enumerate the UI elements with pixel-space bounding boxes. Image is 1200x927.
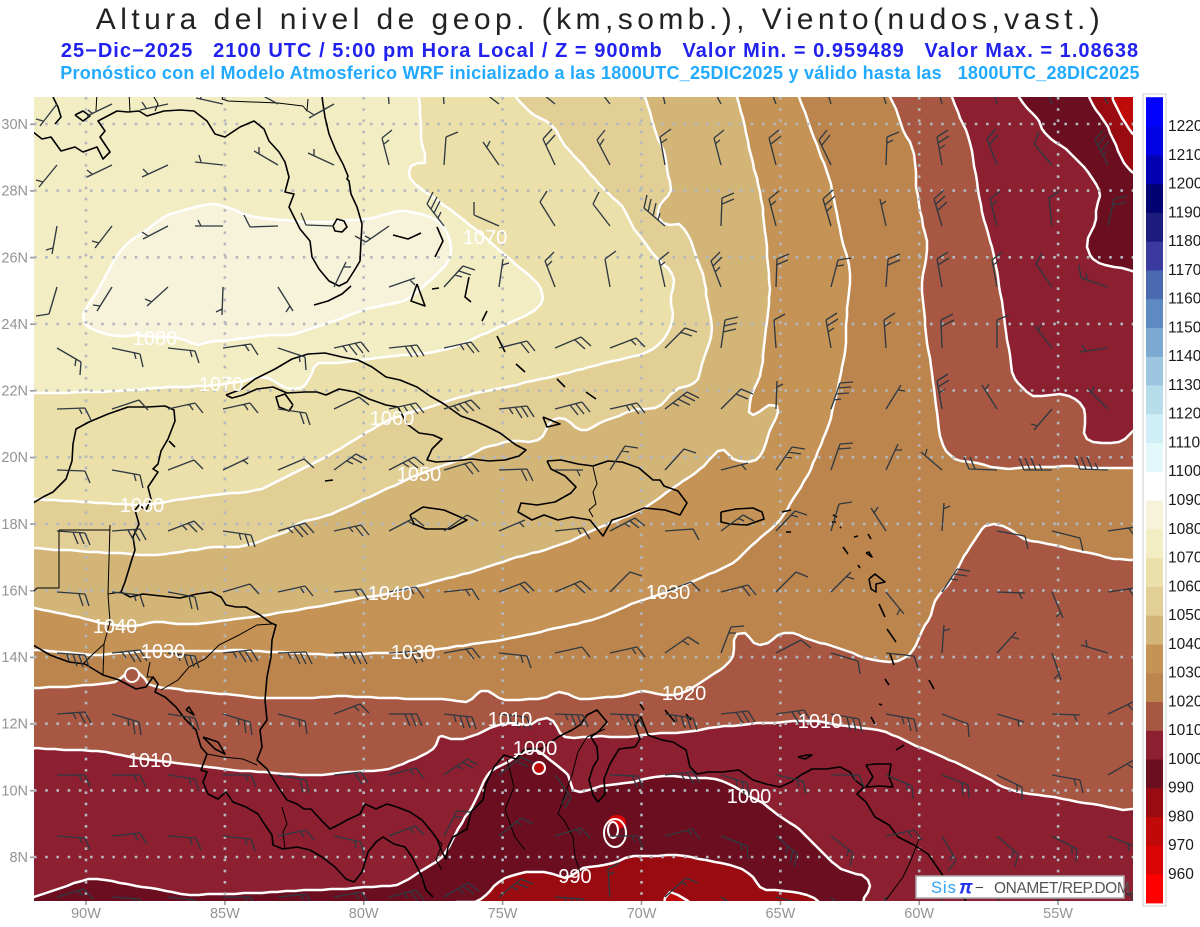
svg-text:1010: 1010 [1168, 722, 1200, 739]
svg-text:1060: 1060 [1168, 578, 1200, 595]
svg-text:14N: 14N [1, 650, 28, 666]
svg-text:1030: 1030 [141, 641, 186, 663]
svg-text:10N: 10N [1, 783, 28, 799]
svg-text:1010: 1010 [798, 711, 843, 733]
svg-text:1110: 1110 [1168, 434, 1200, 451]
svg-text:1010: 1010 [488, 709, 533, 731]
svg-text:65W: 65W [765, 906, 795, 922]
svg-text:1050: 1050 [1168, 607, 1200, 624]
svg-text:1000: 1000 [513, 738, 558, 760]
svg-text:70W: 70W [627, 906, 657, 922]
svg-text:970: 970 [1168, 837, 1194, 854]
svg-text:1010: 1010 [128, 750, 173, 772]
svg-text:1100: 1100 [1168, 463, 1200, 480]
svg-text:1040: 1040 [1168, 636, 1200, 653]
svg-text:1040: 1040 [93, 616, 138, 638]
svg-text:1210: 1210 [1168, 147, 1200, 164]
svg-text:1000: 1000 [727, 786, 772, 808]
svg-text:1060: 1060 [120, 495, 165, 517]
svg-text:20N: 20N [1, 450, 28, 466]
svg-text:980: 980 [1168, 809, 1194, 826]
svg-text:1030: 1030 [1168, 665, 1200, 682]
svg-text:1040: 1040 [368, 583, 413, 605]
svg-text:π: π [959, 878, 973, 899]
svg-text:−: − [975, 880, 984, 897]
svg-text:1180: 1180 [1168, 233, 1200, 250]
svg-text:24N: 24N [1, 317, 28, 333]
svg-text:1060: 1060 [370, 408, 415, 430]
svg-text:990: 990 [1168, 780, 1194, 797]
svg-text:960: 960 [1168, 866, 1194, 883]
svg-text:1020: 1020 [1168, 693, 1200, 710]
svg-text:1200: 1200 [1168, 176, 1200, 193]
svg-text:90W: 90W [71, 906, 101, 922]
svg-text:1050: 1050 [397, 464, 442, 486]
svg-text:75W: 75W [488, 906, 518, 922]
svg-text:1090: 1090 [1168, 492, 1200, 509]
svg-text:28N: 28N [1, 184, 28, 200]
svg-text:1140: 1140 [1168, 348, 1200, 365]
svg-text:8N: 8N [9, 850, 28, 866]
svg-text:1190: 1190 [1168, 204, 1200, 221]
svg-text:55W: 55W [1043, 906, 1073, 922]
svg-text:1080: 1080 [133, 328, 178, 350]
svg-text:1070: 1070 [1168, 550, 1200, 567]
svg-text:60W: 60W [904, 906, 934, 922]
svg-text:1160: 1160 [1168, 291, 1200, 308]
svg-text:1030: 1030 [391, 642, 436, 664]
svg-text:18N: 18N [1, 517, 28, 533]
svg-text:1030: 1030 [646, 582, 691, 604]
svg-text:85W: 85W [210, 906, 240, 922]
svg-text:1000: 1000 [1168, 751, 1200, 768]
svg-text:1170: 1170 [1168, 262, 1200, 279]
svg-text:12N: 12N [1, 717, 28, 733]
svg-text:1020: 1020 [662, 683, 707, 705]
svg-text:1130: 1130 [1168, 377, 1200, 394]
svg-text:ONAMET/REP.DOM.: ONAMET/REP.DOM. [994, 880, 1133, 897]
svg-text:1220: 1220 [1168, 118, 1200, 135]
svg-text:1070: 1070 [199, 374, 244, 396]
svg-text:26N: 26N [1, 250, 28, 266]
svg-text:Sis: Sis [931, 879, 957, 897]
svg-text:80W: 80W [349, 906, 379, 922]
svg-text:1080: 1080 [1168, 521, 1200, 538]
svg-text:1150: 1150 [1168, 319, 1200, 336]
svg-text:1120: 1120 [1168, 406, 1200, 423]
svg-text:990: 990 [558, 866, 591, 888]
svg-text:1070: 1070 [463, 227, 508, 249]
svg-text:16N: 16N [1, 584, 28, 600]
svg-text:22N: 22N [1, 384, 28, 400]
svg-text:30N: 30N [1, 117, 28, 133]
